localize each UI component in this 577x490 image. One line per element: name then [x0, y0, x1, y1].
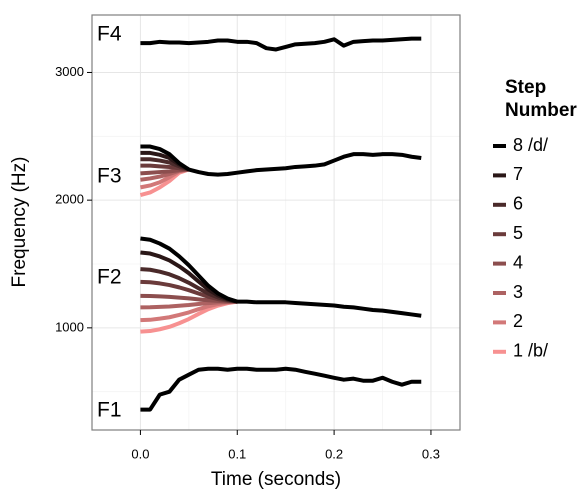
y-tick-label: 1000	[55, 319, 84, 334]
formant-label: F4	[97, 23, 122, 46]
x-axis-title: Time (seconds)	[211, 469, 341, 490]
legend-label: 2	[513, 311, 523, 331]
panel-border	[91, 14, 461, 431]
x-tick-label: 0.3	[422, 446, 440, 461]
legend-label: 8 /d/	[513, 135, 548, 155]
legend-label: 4	[513, 252, 523, 272]
legend-label: 5	[513, 223, 523, 243]
legend-label: 7	[513, 164, 523, 184]
x-tick-label: 0.1	[228, 446, 246, 461]
panel	[92, 15, 460, 430]
legend-title: Step Number	[505, 77, 577, 121]
grid	[91, 15, 460, 430]
x-tick-label: 0.0	[131, 446, 149, 461]
x-tick-label: 0.2	[325, 446, 343, 461]
lines	[139, 36, 422, 412]
formant-label: F2	[97, 266, 122, 289]
y-tick-label: 2000	[55, 192, 84, 207]
y-axis-title: Frequency (Hz)	[9, 157, 30, 288]
f3-line	[140, 144, 422, 177]
legend-label: 6	[513, 194, 523, 214]
formant-line	[140, 36, 422, 52]
formant-line	[140, 366, 422, 412]
formant-label: F3	[97, 165, 122, 188]
legend-label: 3	[513, 282, 523, 302]
formant-label: F1	[97, 399, 122, 422]
f2-line	[140, 236, 422, 318]
legend-label: 1 /b/	[513, 341, 548, 361]
y-tick-label: 3000	[55, 64, 84, 79]
